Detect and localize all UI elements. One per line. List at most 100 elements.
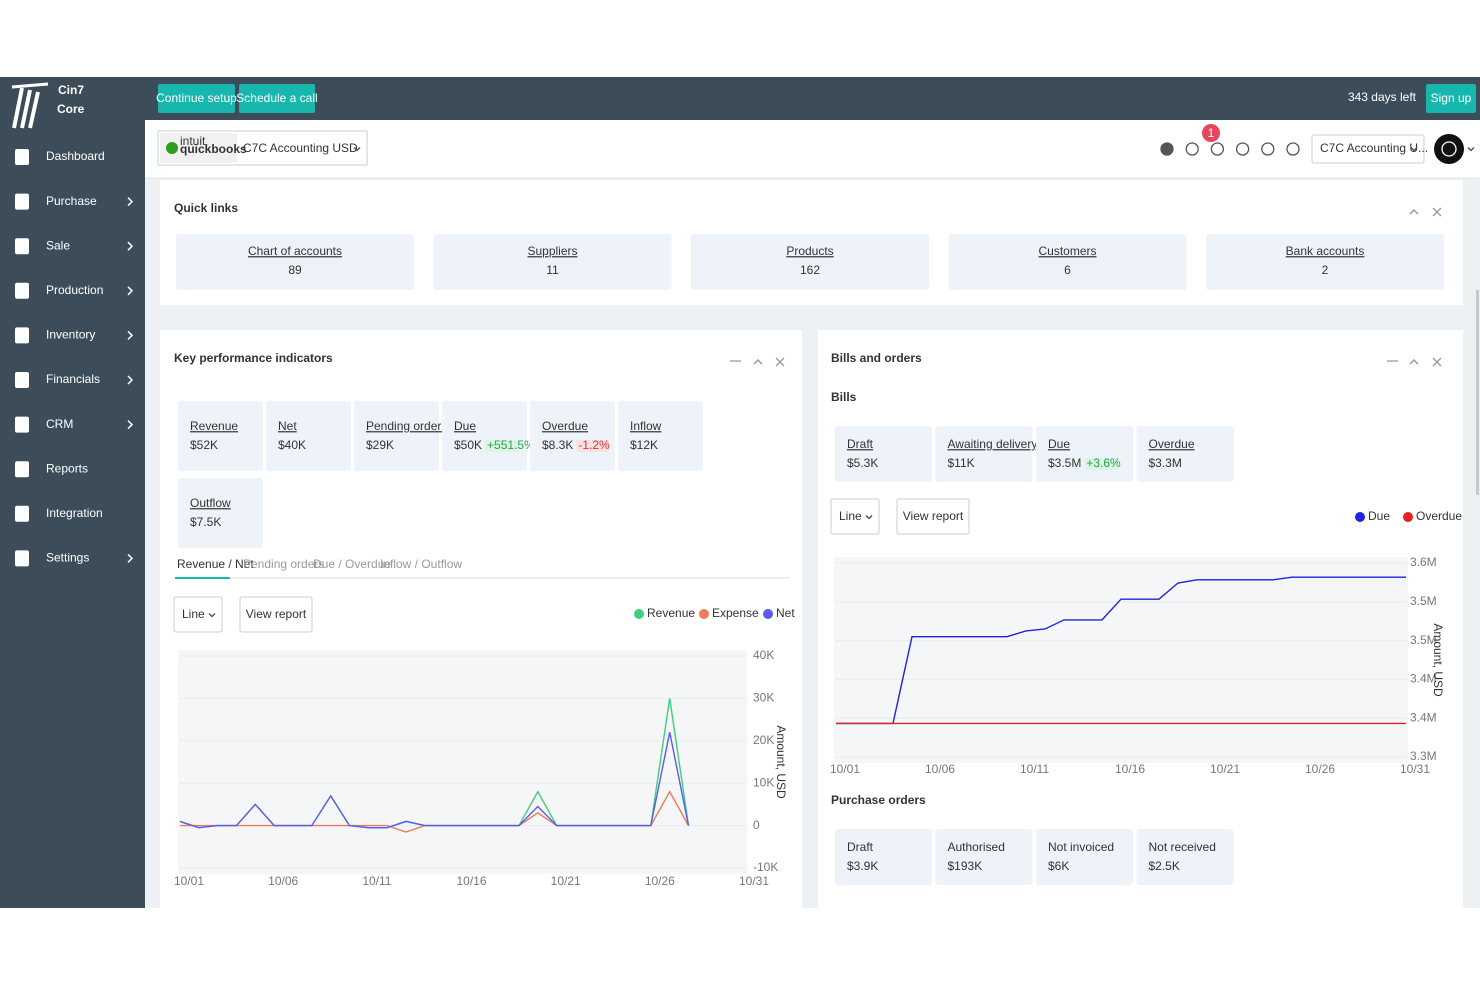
menu-item[interactable]: Dashboard xyxy=(46,149,105,163)
stat-label: Authorised xyxy=(948,840,1005,854)
stat-label[interactable]: Overdue xyxy=(542,419,588,433)
quick-link-label[interactable]: Suppliers xyxy=(527,244,577,258)
menu-icon xyxy=(15,372,29,388)
change-label: +551.5% xyxy=(487,438,535,452)
stat-label[interactable]: Revenue xyxy=(190,419,238,433)
menu-icon xyxy=(15,417,29,433)
section-heading: Bills xyxy=(831,390,857,404)
view-select-label[interactable]: Line xyxy=(839,509,862,523)
stat-label: Not invoiced xyxy=(1048,840,1114,854)
stat-label[interactable]: Pending orders xyxy=(366,419,447,433)
legend-label[interactable]: Expense xyxy=(712,606,759,620)
legend-label[interactable]: Due xyxy=(1368,509,1390,523)
plot-area xyxy=(178,650,747,874)
stat-label[interactable]: Overdue xyxy=(1149,437,1195,451)
stat-value: $3.3M xyxy=(1149,456,1182,470)
stat-value: $2.5K xyxy=(1149,859,1180,873)
legend-marker[interactable] xyxy=(763,609,773,619)
x-tick-label: 10/11 xyxy=(1020,762,1049,776)
x-tick-label: 10/21 xyxy=(551,874,581,888)
quick-link[interactable] xyxy=(1206,234,1444,290)
x-tick-label: 10/16 xyxy=(1115,762,1145,776)
menu-icon xyxy=(15,194,29,210)
menu-icon xyxy=(15,283,29,299)
report-button-label[interactable]: View report xyxy=(246,607,307,621)
legend-label[interactable]: Revenue xyxy=(647,606,695,620)
x-tick-label: 10/21 xyxy=(1210,762,1240,776)
menu-item[interactable]: Sale xyxy=(46,238,70,252)
tab[interactable]: Inflow / Outflow xyxy=(380,557,462,571)
stat-tile xyxy=(178,401,263,471)
legend-marker[interactable] xyxy=(634,609,644,619)
quick-link-label[interactable]: Chart of accounts xyxy=(248,244,342,258)
menu-item[interactable]: Reports xyxy=(46,461,88,475)
axis-title: Amount, USD xyxy=(1431,623,1445,697)
avatar[interactable] xyxy=(1434,134,1464,164)
view-select-label[interactable]: Line xyxy=(182,607,205,621)
x-tick-label: 10/26 xyxy=(1305,762,1335,776)
brand-small: Cin7 xyxy=(58,83,84,97)
menu-icon xyxy=(15,149,29,165)
menu-item[interactable]: CRM xyxy=(46,417,73,431)
x-tick-label: 10/11 xyxy=(362,874,391,888)
stat-label[interactable]: Due xyxy=(454,419,476,433)
scrollbar xyxy=(1476,290,1479,495)
quick-link-value: 2 xyxy=(1322,263,1329,277)
legend-marker[interactable] xyxy=(699,609,709,619)
card-title: Bills and orders xyxy=(831,351,922,365)
menu-item[interactable]: Production xyxy=(46,283,103,297)
menu-item[interactable]: Settings xyxy=(46,551,89,565)
report-button-label[interactable]: View report xyxy=(903,509,964,523)
x-tick-label: 10/06 xyxy=(268,874,298,888)
quick-link[interactable] xyxy=(176,234,414,290)
top-button-label[interactable]: Continue setup xyxy=(156,91,237,105)
brand-name: Core xyxy=(57,102,85,116)
menu-item[interactable]: Integration xyxy=(46,506,103,520)
y-tick-label: 30K xyxy=(753,691,774,705)
qb-logo xyxy=(166,142,178,154)
legend-marker[interactable] xyxy=(1403,512,1413,522)
stat-tile xyxy=(1036,426,1133,482)
stat-label: Draft xyxy=(847,840,874,854)
card-title: Quick links xyxy=(174,201,238,215)
menu-item[interactable]: Inventory xyxy=(46,328,95,342)
y-tick-label: 3.6M xyxy=(1410,555,1437,569)
top-button-label[interactable]: Schedule a call xyxy=(236,91,317,105)
stat-label[interactable]: Awaiting delivery xyxy=(948,437,1038,451)
x-tick-label: 10/16 xyxy=(457,874,487,888)
signup-label[interactable]: Sign up xyxy=(1431,91,1472,105)
legend-label[interactable]: Net xyxy=(776,606,795,620)
stat-label[interactable]: Draft xyxy=(847,437,874,451)
y-tick-label: 3.4M xyxy=(1410,710,1437,724)
quick-link[interactable] xyxy=(949,234,1187,290)
star-icon[interactable] xyxy=(1161,143,1173,155)
menu-icon xyxy=(15,238,29,254)
change-label: -1.2% xyxy=(578,438,610,452)
menu-item[interactable]: Purchase xyxy=(46,194,97,208)
menu-icon xyxy=(15,506,29,522)
legend-label[interactable]: Overdue xyxy=(1416,509,1462,523)
org-name[interactable]: C7C Accounting USD xyxy=(243,141,358,155)
x-tick-label: 10/01 xyxy=(174,874,204,888)
stat-label[interactable]: Net xyxy=(278,419,297,433)
stat-tile xyxy=(1036,829,1133,885)
stat-label[interactable]: Inflow xyxy=(630,419,662,433)
quick-link-label[interactable]: Customers xyxy=(1038,244,1096,258)
y-tick-label: 0 xyxy=(753,818,760,832)
stat-label[interactable]: Outflow xyxy=(190,496,231,510)
stat-label[interactable]: Due xyxy=(1048,437,1070,451)
y-tick-label: -10K xyxy=(753,860,778,874)
quick-link-label[interactable]: Bank accounts xyxy=(1286,244,1365,258)
logo-text: quickbooks xyxy=(180,142,247,156)
x-tick-label: 10/26 xyxy=(645,874,675,888)
legend-marker[interactable] xyxy=(1355,512,1365,522)
stat-tile xyxy=(530,401,615,471)
menu-item[interactable]: Financials xyxy=(46,372,100,386)
quick-link-label[interactable]: Products xyxy=(786,244,833,258)
stat-tile xyxy=(618,401,703,471)
quick-link[interactable] xyxy=(691,234,929,290)
stat-value: $29K xyxy=(366,438,394,452)
quick-link[interactable] xyxy=(434,234,672,290)
